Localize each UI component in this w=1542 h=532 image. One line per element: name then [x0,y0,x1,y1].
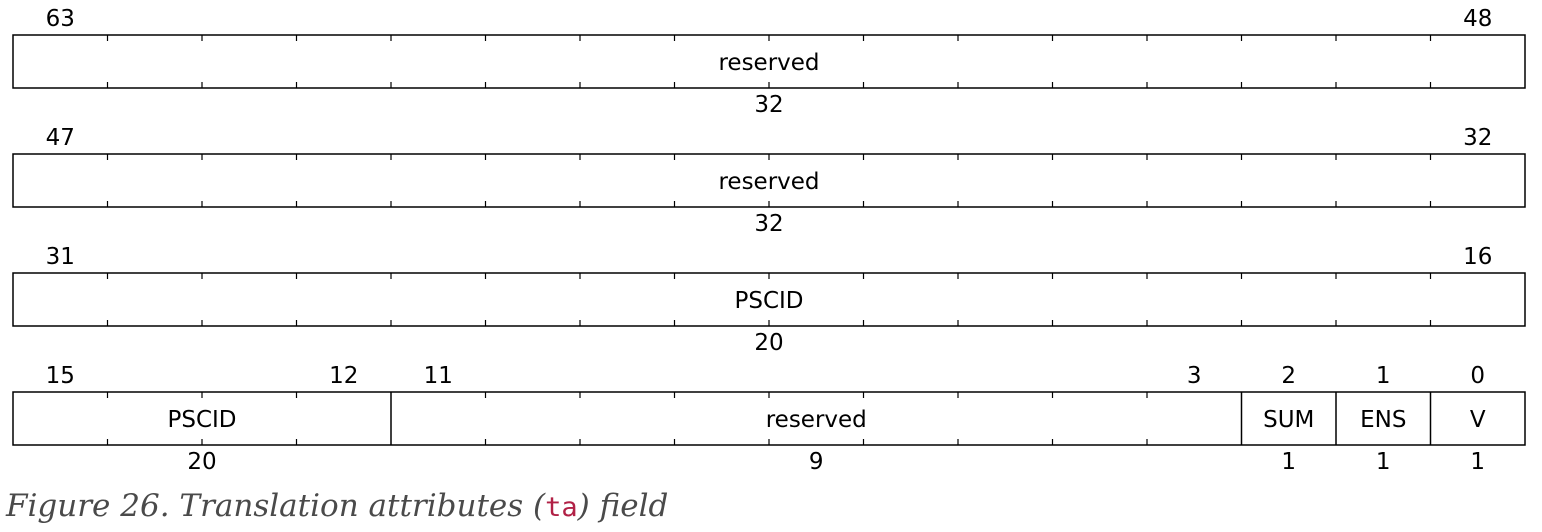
bit-label: 11 [424,363,453,389]
field-name: reserved [766,407,867,433]
bit-label: 0 [1470,363,1485,389]
bit-label-msb: 31 [46,244,75,270]
field-width: 20 [754,330,783,356]
field-width: 32 [754,211,783,237]
field-name: PSCID [167,407,236,433]
field-name: ENS [1360,407,1406,433]
bit-label: 12 [329,363,358,389]
bit-label: 2 [1281,363,1296,389]
field-name: reserved [718,50,819,76]
field-name: V [1470,407,1486,433]
caption-code: ta [545,492,578,523]
bit-label-lsb: 16 [1463,244,1492,270]
bit-label-msb: 63 [46,6,75,32]
bit-label: 3 [1187,363,1202,389]
field-width: 1 [1376,449,1391,475]
field-width: 32 [754,92,783,118]
field-width: 9 [809,449,824,475]
field-width: 1 [1470,449,1485,475]
caption-prefix: Figure 26. Translation attributes ( [6,488,546,524]
figure-caption: Figure 26. Translation attributes (ta) f… [6,488,668,524]
bit-label-lsb: 32 [1463,125,1492,151]
caption-suffix: ) field [577,488,669,524]
bit-label-lsb: 48 [1463,6,1492,32]
bit-label: 15 [46,363,75,389]
field-name: reserved [718,169,819,195]
field-name: SUM [1263,407,1314,433]
field-width: 1 [1281,449,1296,475]
bit-label: 1 [1376,363,1391,389]
field-name: PSCID [734,288,803,314]
bit-label-msb: 47 [46,125,75,151]
field-width: 20 [187,449,216,475]
